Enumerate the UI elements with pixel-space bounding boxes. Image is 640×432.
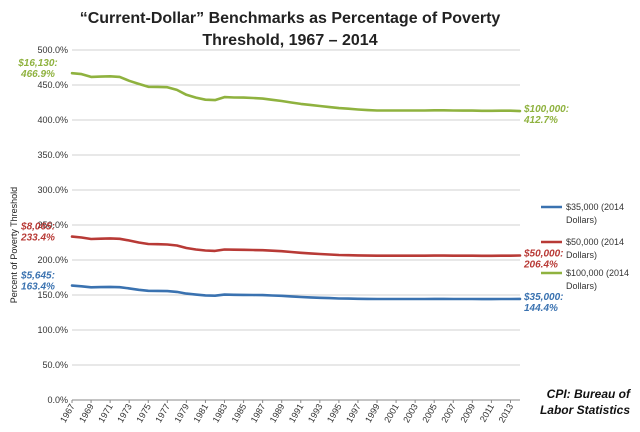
x-axis-ticks: 1967 1969 1971 1973 1975 1977 1979 1981 1983 1985… bbox=[58, 400, 515, 424]
x-tick-label: 1973 bbox=[115, 402, 134, 424]
y-tick-label: 300.0% bbox=[37, 185, 68, 195]
x-tick-label: 1997 bbox=[344, 402, 363, 424]
x-tick-label: 1975 bbox=[134, 402, 153, 424]
annotation-start-1: $8,065: bbox=[20, 222, 55, 233]
source-note-line-1: CPI: Bureau of bbox=[547, 387, 631, 401]
x-tick-label: 1993 bbox=[306, 402, 325, 424]
annotation-end-0: 144.4% bbox=[524, 303, 558, 314]
annotation-end-1: 206.4% bbox=[523, 260, 558, 271]
x-tick-label: 1999 bbox=[363, 402, 382, 424]
series-line-1 bbox=[70, 235, 522, 258]
x-tick-label: 2013 bbox=[497, 402, 516, 424]
x-tick-label: 1979 bbox=[172, 402, 191, 424]
x-tick-label: 2009 bbox=[458, 402, 477, 424]
x-tick-label: 1969 bbox=[77, 402, 96, 424]
x-tick-label: 2005 bbox=[420, 402, 439, 424]
y-axis-ticks: 0.0% 50.0% 100.0% 150.0% 200.0% 250.0% 300.0% 3… bbox=[37, 45, 68, 405]
series-line-0 bbox=[70, 284, 522, 301]
y-axis-label: Percent of Poverty Threshold bbox=[9, 187, 19, 303]
y-tick-label: 500.0% bbox=[37, 45, 68, 55]
chart-title-line-2: Threshold, 1967 – 2014 bbox=[202, 32, 377, 49]
y-tick-label: 100.0% bbox=[37, 325, 68, 335]
x-tick-label: 1967 bbox=[58, 402, 77, 424]
x-tick-label: 2007 bbox=[439, 402, 458, 424]
annotation-start-0: $5,645: bbox=[20, 271, 55, 282]
gridlines bbox=[72, 49, 520, 366]
x-tick-label: 1971 bbox=[96, 402, 115, 424]
annotation-start-2: $16,130: bbox=[17, 58, 57, 69]
legend-label-1: Dollars) bbox=[566, 250, 597, 260]
x-tick-label: 2011 bbox=[478, 402, 496, 424]
legend-label-0: Dollars) bbox=[566, 215, 597, 225]
y-tick-label: 200.0% bbox=[37, 255, 68, 265]
data-annotations: $5,645:163.4% $8,065:233.4% $16,130:466.9%… bbox=[17, 58, 569, 314]
y-tick-label: 450.0% bbox=[37, 80, 68, 90]
legend-label-0: $35,000 (2014 bbox=[566, 202, 624, 212]
annotation-end-0: $35,000: bbox=[523, 292, 563, 303]
source-note: CPI: Bureau of Labor Statistics bbox=[540, 387, 631, 417]
chart-title: “Current-Dollar” Benchmarks as Percentag… bbox=[80, 10, 501, 49]
annotation-end-2: $100,000: bbox=[523, 104, 569, 115]
series-lines bbox=[70, 71, 522, 301]
x-tick-label: 1985 bbox=[230, 402, 249, 424]
x-tick-label: 1995 bbox=[325, 402, 344, 424]
x-tick-label: 1983 bbox=[211, 402, 230, 424]
x-tick-label: 1981 bbox=[192, 402, 211, 424]
x-tick-label: 1977 bbox=[153, 402, 172, 424]
legend: $35,000 (2014 Dollars) $50,000 (2014 Dollar… bbox=[541, 202, 629, 291]
y-tick-label: 250.0% bbox=[37, 220, 68, 230]
x-tick-label: 1989 bbox=[268, 402, 287, 424]
annotation-end-1: $50,000: bbox=[523, 249, 563, 260]
chart-title-line-1: “Current-Dollar” Benchmarks as Percentag… bbox=[80, 10, 501, 27]
legend-label-2: Dollars) bbox=[566, 281, 597, 291]
annotation-end-2: 412.7% bbox=[523, 115, 558, 126]
source-note-line-2: Labor Statistics bbox=[540, 403, 630, 417]
annotation-start-2: 466.9% bbox=[20, 69, 55, 80]
y-tick-label: 0.0% bbox=[47, 395, 68, 405]
legend-label-2: $100,000 (2014 bbox=[566, 268, 629, 278]
annotation-start-1: 233.4% bbox=[20, 233, 55, 244]
y-tick-label: 150.0% bbox=[37, 290, 68, 300]
x-tick-label: 1991 bbox=[287, 402, 306, 424]
series-line-2 bbox=[70, 71, 522, 113]
x-tick-label: 2003 bbox=[401, 402, 420, 424]
annotation-start-0: 163.4% bbox=[21, 282, 55, 293]
y-tick-label: 350.0% bbox=[37, 150, 68, 160]
y-tick-label: 400.0% bbox=[37, 115, 68, 125]
x-tick-label: 1987 bbox=[249, 402, 268, 424]
legend-label-1: $50,000 (2014 bbox=[566, 237, 624, 247]
y-tick-label: 50.0% bbox=[42, 360, 68, 370]
x-tick-label: 2001 bbox=[382, 402, 401, 424]
